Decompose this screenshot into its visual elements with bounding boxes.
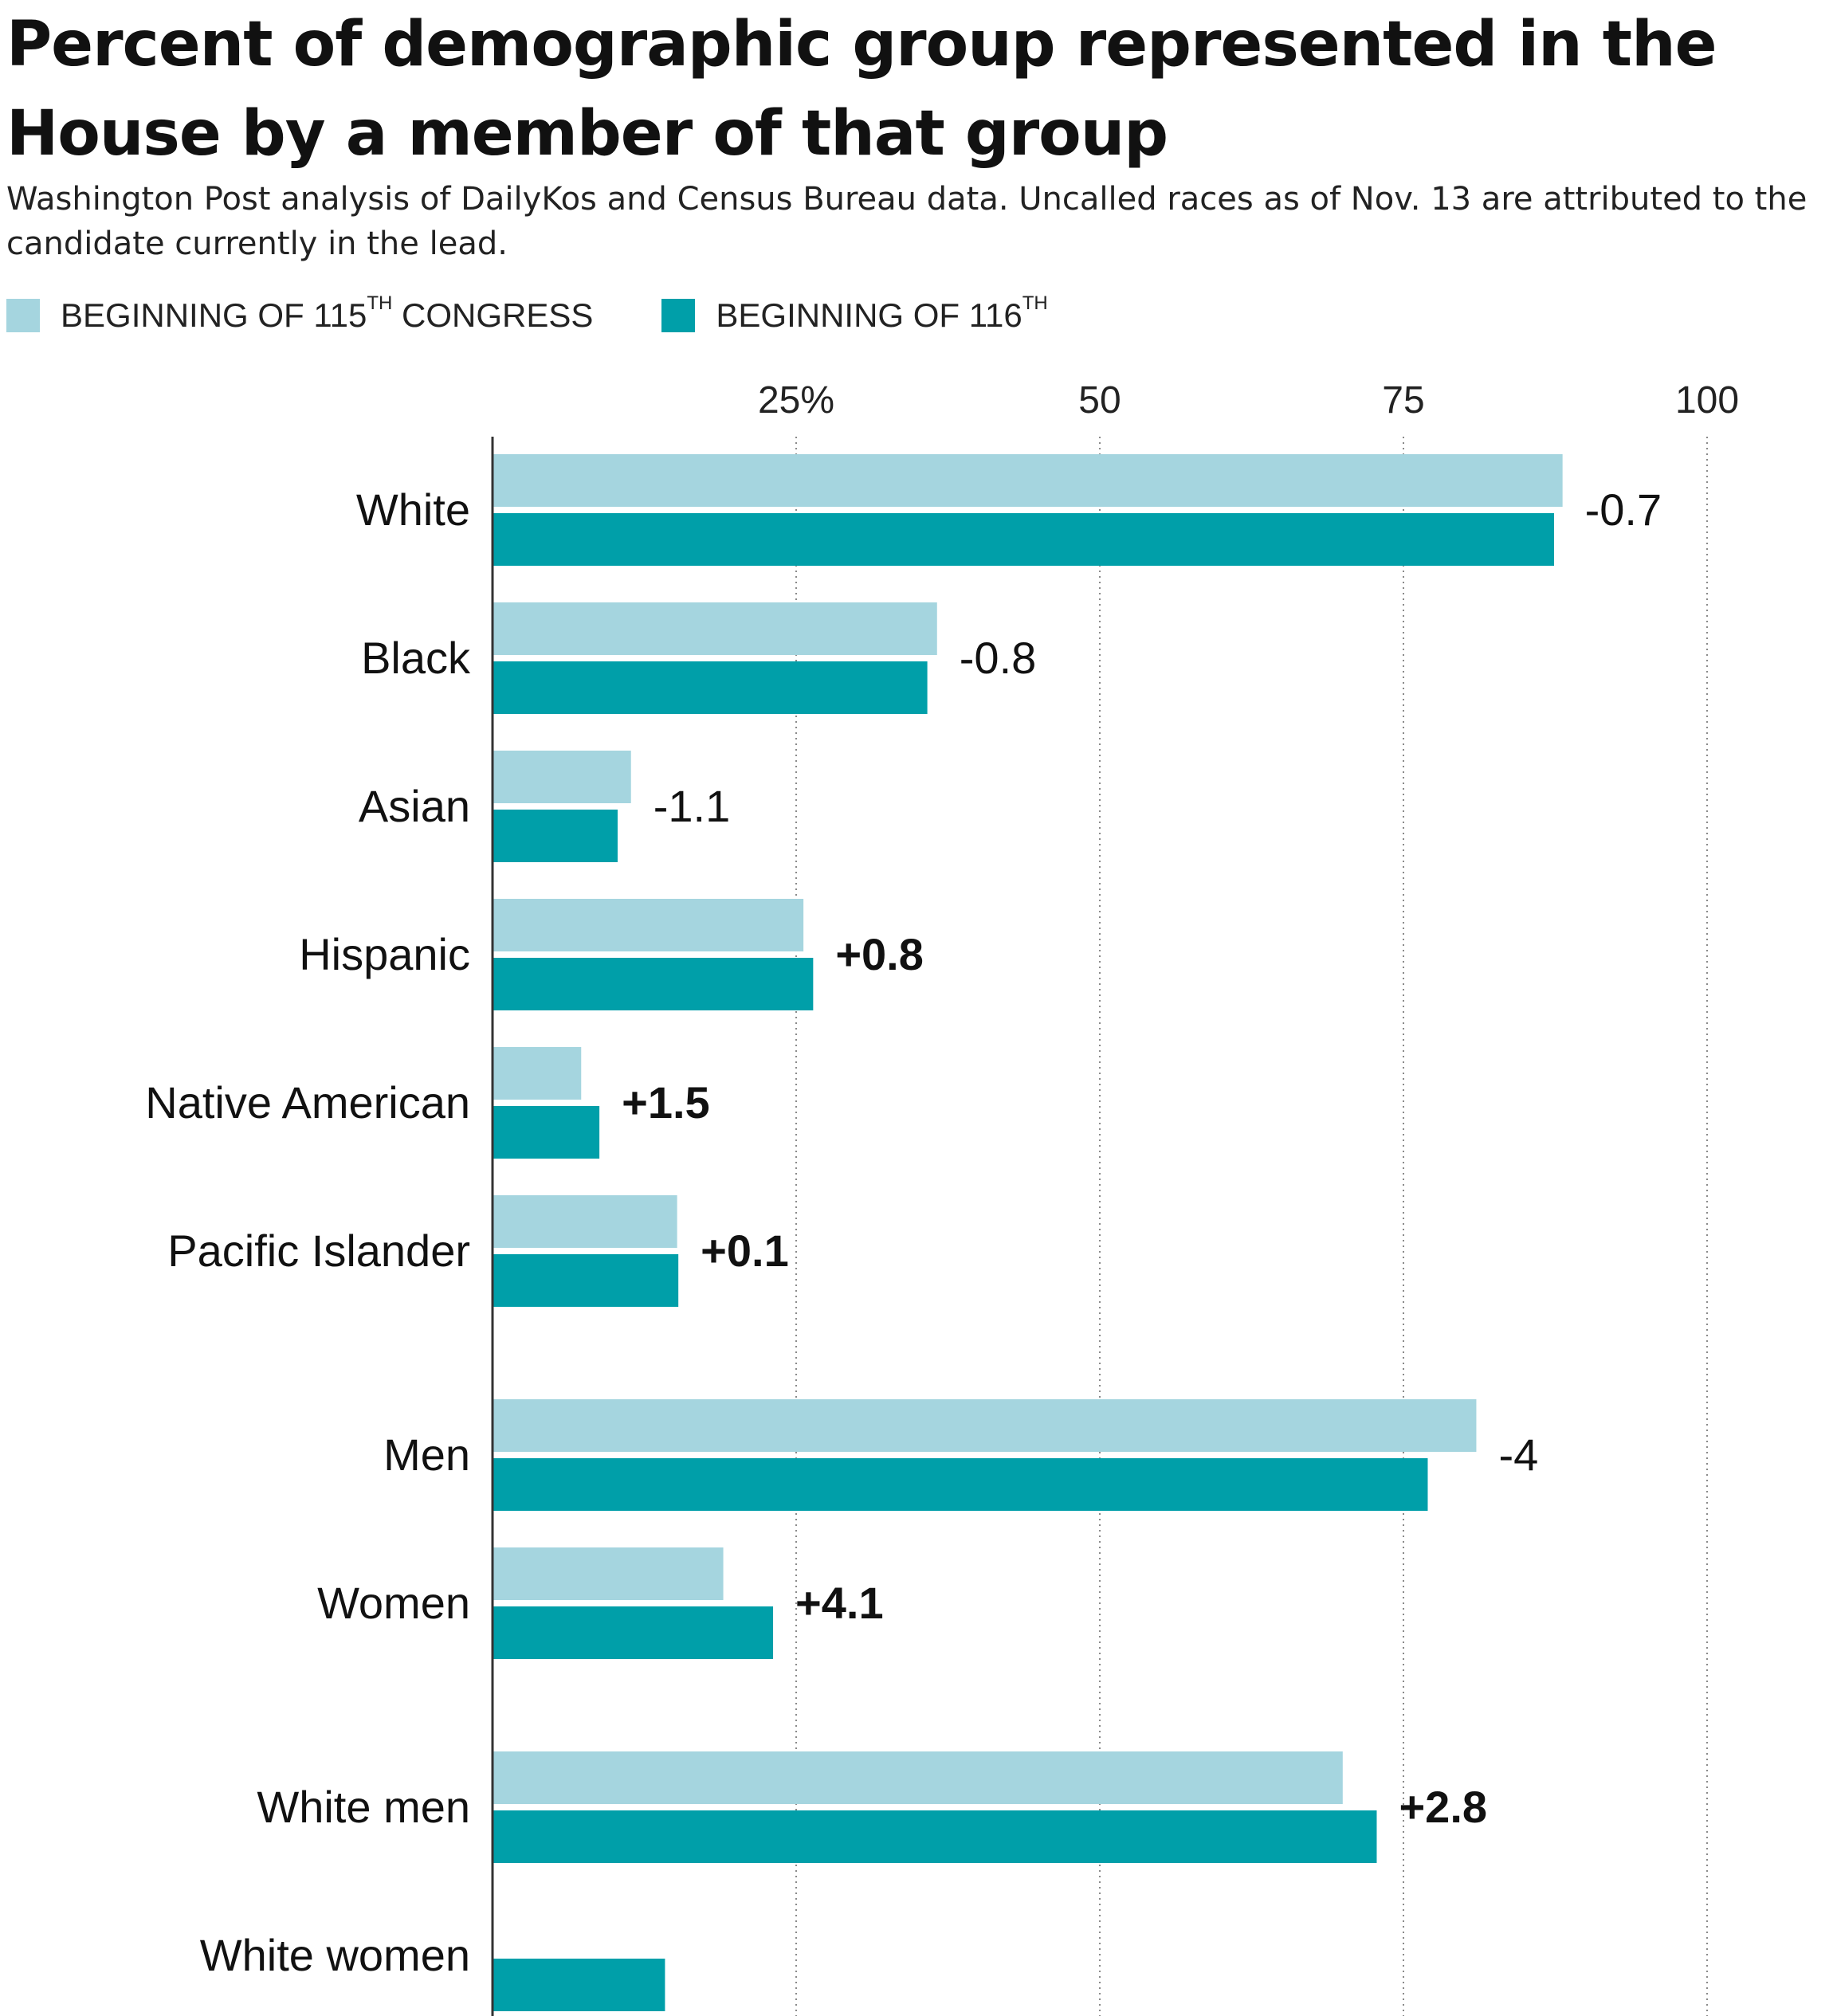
legend-label-115th-sup: TH	[367, 292, 393, 314]
bar-pacific-islander-115th	[493, 1195, 677, 1248]
x-tick-label-50: 50	[1078, 379, 1121, 422]
legend-item-115th: BEGINNING OF 115TH CONGRESS	[6, 294, 594, 335]
legend: BEGINNING OF 115TH CONGRESS BEGINNING OF…	[6, 292, 1117, 339]
category-label-men: Men	[383, 1430, 470, 1480]
category-label-women: Women	[317, 1578, 470, 1628]
change-label-women: +4.1	[795, 1578, 884, 1628]
bar-women-115th	[493, 1547, 724, 1600]
bar-women-116th	[493, 1606, 774, 1659]
bar-white-women-116th	[493, 1959, 665, 2011]
bar-white-men-116th	[493, 1810, 1377, 1863]
bar-hispanic-116th	[493, 958, 814, 1010]
legend-label-116th-sup: TH	[1022, 292, 1048, 314]
change-label-native-american: +1.5	[622, 1077, 710, 1128]
bar-native-american-115th	[493, 1047, 582, 1100]
bar-white-men-115th	[493, 1751, 1343, 1804]
legend-swatch-116th	[661, 299, 696, 332]
x-tick-label-75: 75	[1382, 379, 1424, 422]
x-tick-label-25: 25%	[758, 379, 834, 422]
legend-swatch-115th	[6, 299, 40, 332]
bar-black-116th	[493, 661, 928, 714]
bar-men-116th	[493, 1458, 1428, 1511]
bar-white-116th	[493, 513, 1554, 566]
legend-label-115th-suffix: CONGRESS	[392, 296, 594, 334]
change-label-hispanic: +0.8	[835, 929, 924, 979]
change-label-men: -4	[1498, 1430, 1538, 1480]
change-label-pacific-islander: +0.1	[701, 1226, 789, 1276]
chart-title: Percent of demographic group represented…	[6, 9, 1717, 170]
bar-native-american-116th	[493, 1106, 600, 1159]
change-label-asian: -1.1	[654, 781, 731, 831]
category-label-white-women: White women	[200, 1930, 470, 1980]
category-label-black: Black	[361, 633, 471, 683]
legend-label-115th-text: BEGINNING OF 115	[61, 296, 367, 334]
bar-black-115th	[493, 602, 937, 655]
legend-label-115th: BEGINNING OF 115TH CONGRESS	[61, 294, 594, 335]
chart-subtitle: Washington Post analysis of DailyKos and…	[6, 181, 1807, 262]
bar-asian-115th	[493, 751, 631, 803]
category-label-pacific-islander: Pacific Islander	[167, 1226, 470, 1276]
category-label-white: White	[356, 484, 470, 535]
bar-men-115th	[493, 1399, 1477, 1452]
category-label-hispanic: Hispanic	[299, 929, 470, 979]
category-label-asian: Asian	[359, 781, 470, 831]
change-label-white-men: +2.8	[1399, 1782, 1487, 1832]
bar-asian-116th	[493, 810, 618, 862]
category-label-native-american: Native American	[145, 1077, 470, 1128]
x-tick-label-100: 100	[1675, 379, 1739, 422]
bar-hispanic-115th	[493, 899, 804, 951]
legend-item-116th: BEGINNING OF 116TH	[661, 294, 1048, 335]
legend-label-116th-text: BEGINNING OF 116	[716, 296, 1022, 334]
change-label-black: -0.8	[960, 633, 1037, 683]
legend-label-116th: BEGINNING OF 116TH	[716, 294, 1047, 335]
category-label-white-men: White men	[257, 1782, 470, 1832]
bar-pacific-islander-116th	[493, 1254, 679, 1307]
change-label-white: -0.7	[1585, 484, 1662, 535]
bar-white-115th	[493, 454, 1563, 507]
